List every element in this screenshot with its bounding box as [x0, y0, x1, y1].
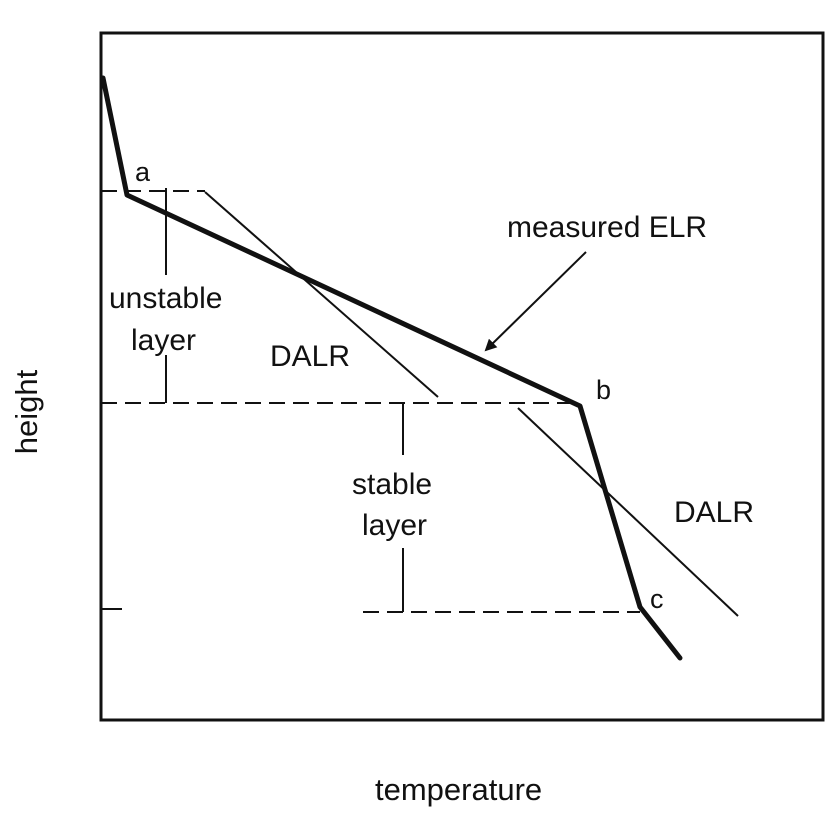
point-a-label: a — [135, 157, 151, 187]
unstable-layer-label-line2: layer — [131, 324, 196, 357]
measured-elr-profile — [100, 75, 683, 661]
point-c-label: c — [650, 584, 664, 614]
plot-frame — [99, 31, 825, 722]
x-axis-label: temperature — [375, 772, 542, 807]
measured-elr-arrow — [484, 251, 587, 352]
stable-layer-label-line1: stable — [352, 468, 432, 501]
point-b-label: b — [596, 375, 611, 405]
measured-elr-label: measured ELR — [507, 211, 707, 244]
dalr-lower-label: DALR — [674, 496, 754, 529]
dalr-lower-line — [517, 407, 739, 617]
dalr-upper-label: DALR — [270, 340, 350, 373]
stable-layer-label-line2: layer — [362, 509, 427, 542]
dalr-upper-line — [204, 191, 439, 398]
unstable-layer-label-line1: unstable — [109, 282, 222, 315]
y-axis-label: height — [9, 369, 44, 454]
